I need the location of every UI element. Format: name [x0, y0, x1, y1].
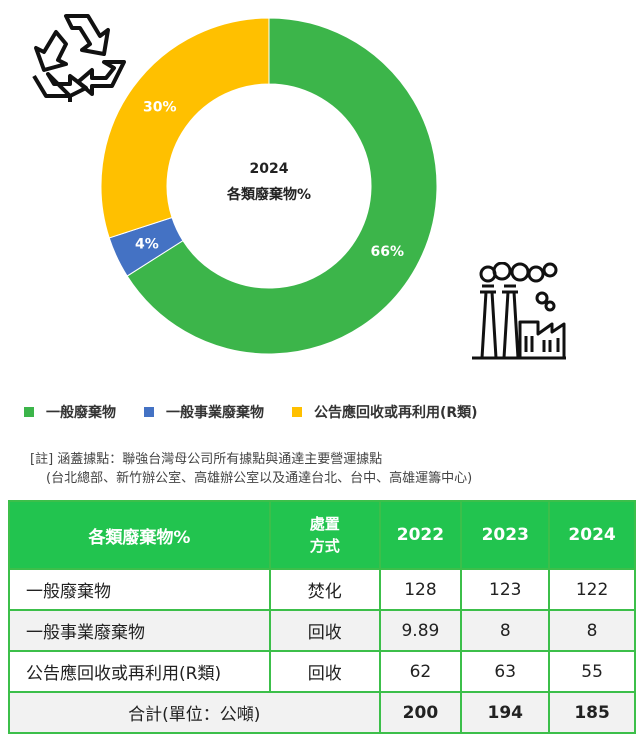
slice-general-waste [126, 17, 438, 355]
legend-item-general-waste: 一般廢棄物 [24, 402, 116, 422]
legend-swatch-r-class [292, 407, 302, 417]
table-row: 一般廢棄物 焚化 128 123 122 [8, 568, 636, 611]
row-2024: 8 [548, 609, 636, 652]
row-method: 回收 [268, 609, 381, 652]
header-method: 處置 方式 [268, 500, 381, 570]
factory-icon [472, 262, 566, 360]
slice-r-class-label: 30% [143, 100, 177, 116]
waste-table: 各類廢棄物% 處置 方式 2022 2023 2024 一般廢棄物 焚化 128… [8, 500, 636, 734]
row-2023: 63 [460, 650, 551, 693]
legend: 一般廢棄物 一般事業廢棄物 公告應回收或再利用(R類) [24, 402, 506, 422]
row-2022: 9.89 [378, 609, 463, 652]
header-method-line2: 方式 [309, 537, 340, 555]
row-name: 公告應回收或再利用(R類) [8, 650, 271, 693]
center-title: 各類廢棄物% [226, 186, 311, 203]
row-2023: 8 [460, 609, 551, 652]
donut-chart: 66% 4% 30% 2024 各類廢棄物% [100, 17, 438, 355]
chart-area: 66% 4% 30% 2024 各類廢棄物% [32, 14, 566, 360]
legend-swatch-business-waste [144, 407, 154, 417]
recycle-icon [32, 14, 126, 102]
header-2024: 2024 [548, 500, 636, 570]
legend-item-r-class: 公告應回收或再利用(R類) [292, 402, 478, 422]
center-year: 2024 [250, 161, 289, 177]
total-2024: 185 [548, 691, 636, 734]
legend-swatch-general-waste [24, 407, 34, 417]
total-label: 合計(單位：公噸) [8, 691, 381, 734]
coverage-note: [註] 涵蓋據點：聯強台灣母公司所有據點與通達主要營運據點 (台北總部、新竹辦公… [30, 450, 472, 488]
header-category: 各類廢棄物% [8, 500, 271, 570]
table-total-row: 合計(單位：公噸) 200 194 185 [8, 691, 636, 734]
header-2022: 2022 [378, 500, 463, 570]
note-line-2: (台北總部、新竹辦公室、高雄辦公室以及通達台北、台中、高雄運籌中心) [46, 471, 473, 486]
slice-r-class [100, 17, 270, 239]
legend-item-business-waste: 一般事業廢棄物 [144, 402, 264, 422]
row-2024: 55 [548, 650, 636, 693]
row-method: 焚化 [268, 568, 381, 611]
slice-business-waste-label: 4% [135, 236, 159, 252]
row-method: 回收 [268, 650, 381, 693]
row-2022: 62 [378, 650, 463, 693]
table-header-row: 各類廢棄物% 處置 方式 2022 2023 2024 [8, 500, 636, 570]
row-name: 一般廢棄物 [8, 568, 271, 611]
legend-label-business-waste: 一般事業廢棄物 [166, 405, 264, 421]
row-2022: 128 [378, 568, 463, 611]
header-method-line1: 處置 [309, 515, 340, 533]
row-2023: 123 [460, 568, 551, 611]
row-name: 一般事業廢棄物 [8, 609, 271, 652]
header-2023: 2023 [460, 500, 551, 570]
slice-general-waste-label: 66% [371, 244, 405, 260]
table-row: 公告應回收或再利用(R類) 回收 62 63 55 [8, 650, 636, 693]
table-row: 一般事業廢棄物 回收 9.89 8 8 [8, 609, 636, 652]
total-2022: 200 [378, 691, 463, 734]
row-2024: 122 [548, 568, 636, 611]
legend-label-r-class: 公告應回收或再利用(R類) [314, 405, 478, 421]
total-2023: 194 [460, 691, 551, 734]
legend-label-general-waste: 一般廢棄物 [46, 405, 116, 421]
note-line-1: [註] 涵蓋據點：聯強台灣母公司所有據點與通達主要營運據點 [30, 452, 383, 467]
